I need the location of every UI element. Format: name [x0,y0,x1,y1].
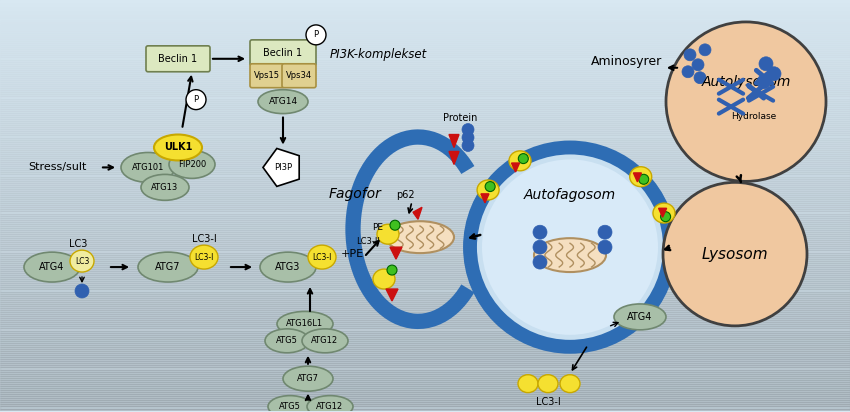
Ellipse shape [141,174,189,200]
Bar [0,396,850,398]
Bar [0,45,850,47]
Bar [0,386,850,388]
Circle shape [694,72,706,84]
Circle shape [482,159,658,335]
Bar [0,232,850,234]
Bar [0,368,850,370]
Bar [0,76,850,78]
Ellipse shape [154,135,202,160]
Bar [0,378,850,380]
Text: FIP200: FIP200 [178,160,206,169]
Bar [0,169,850,171]
Text: LC3-I: LC3-I [536,397,560,407]
Ellipse shape [653,203,675,223]
Bar [0,201,850,203]
Bar [0,103,850,105]
Bar [0,58,850,60]
Circle shape [533,240,547,254]
Bar [0,179,850,180]
Polygon shape [449,152,459,164]
Bar [0,92,850,94]
Bar [0,222,850,224]
Bar [0,47,850,49]
Bar [0,345,850,347]
Bar [0,215,850,218]
Bar [0,109,850,111]
Bar [0,353,850,355]
Circle shape [75,284,89,298]
Bar [0,88,850,90]
Circle shape [757,75,771,89]
Bar [0,290,850,292]
Bar [0,343,850,345]
Text: LC3-I: LC3-I [195,253,213,262]
Bar [0,164,850,166]
Text: PE: PE [372,223,383,232]
Bar [0,236,850,238]
Bar [0,187,850,189]
Bar [0,359,850,361]
Ellipse shape [121,152,175,183]
Bar [0,363,850,365]
Bar [0,349,850,351]
Bar [0,152,850,154]
Bar [0,199,850,201]
Bar [0,107,850,109]
Bar [0,341,850,343]
Ellipse shape [258,90,308,114]
Ellipse shape [509,151,531,171]
Circle shape [759,57,773,71]
Bar [0,372,850,374]
Text: ATG7: ATG7 [297,374,319,383]
Bar [0,273,850,275]
Bar [0,300,850,302]
Bar [0,60,850,61]
Text: LC3-II: LC3-II [356,236,380,246]
Circle shape [598,225,612,239]
Ellipse shape [630,167,652,187]
Bar [0,138,850,140]
Bar [0,197,850,199]
Circle shape [390,220,400,230]
Bar [0,332,850,335]
Bar [0,80,850,82]
Text: P: P [194,95,199,104]
Bar [0,98,850,101]
Ellipse shape [477,180,499,200]
Bar [0,355,850,357]
Bar [0,54,850,56]
Bar [0,242,850,244]
Bar [0,390,850,392]
Bar [0,253,850,255]
Bar [0,339,850,341]
Bar [0,0,850,2]
Bar [0,136,850,138]
Text: PI3P: PI3P [274,163,292,172]
Bar [0,175,850,177]
Bar [0,388,850,390]
Bar [0,158,850,160]
Bar [0,146,850,148]
Ellipse shape [307,396,353,412]
Circle shape [684,49,696,61]
Bar [0,177,850,179]
Bar [0,255,850,257]
Bar [0,2,850,4]
Bar [0,374,850,376]
Circle shape [462,124,474,136]
Bar [0,111,850,113]
Bar [0,183,850,185]
Bar [0,180,850,183]
Bar [0,250,850,253]
Ellipse shape [518,375,538,393]
Bar [0,394,850,396]
Bar [0,320,850,322]
Bar [0,105,850,107]
Bar [0,357,850,359]
Bar [0,211,850,213]
Text: LC3: LC3 [69,239,88,249]
Bar [0,12,850,14]
Bar [0,90,850,92]
Text: p62: p62 [396,190,414,200]
